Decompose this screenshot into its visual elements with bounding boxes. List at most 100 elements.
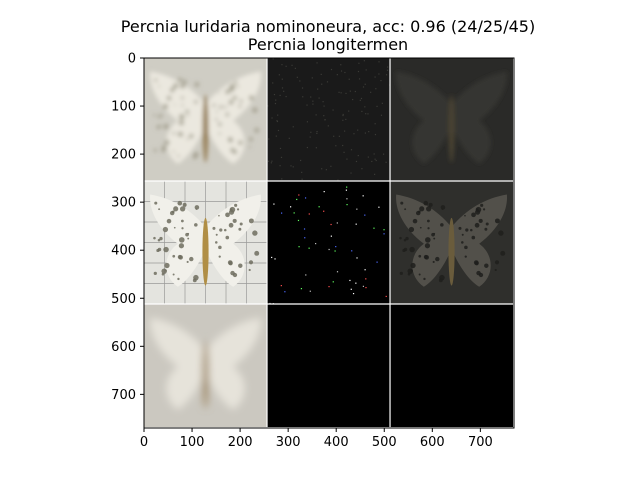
moth-spot	[248, 218, 254, 224]
moth-spot	[399, 236, 402, 240]
noise-speckle	[328, 248, 330, 251]
noise-speckle	[272, 82, 274, 84]
noise-speckle	[340, 70, 343, 72]
noise-speckle	[311, 77, 313, 79]
moth-spot	[423, 277, 426, 281]
noise-speckle	[306, 121, 309, 123]
moth-spot	[225, 89, 230, 95]
moth-spot	[425, 237, 431, 243]
moth-spot	[484, 263, 489, 268]
x-axis: 0 100 200 300 400 500 600 700	[140, 428, 493, 450]
moth-spot	[418, 273, 421, 276]
moth-spot	[471, 212, 476, 218]
moth-spot	[157, 115, 161, 119]
noise-speckle	[332, 281, 334, 283]
moth-spot	[161, 272, 165, 276]
moth-spot	[154, 78, 158, 82]
moth-spot	[218, 132, 221, 135]
noise-speckle	[304, 237, 306, 239]
moth-spot	[475, 208, 479, 211]
moth-spot	[181, 227, 184, 230]
moth-spot	[411, 269, 413, 272]
noise-speckle	[349, 279, 351, 282]
moth-spot	[218, 255, 221, 258]
noise-speckle	[309, 136, 311, 138]
moth-spot	[172, 131, 176, 135]
image-panel	[390, 181, 514, 305]
moth-spot	[186, 260, 189, 264]
noise-speckle	[281, 78, 283, 80]
noise-speckle	[301, 87, 304, 89]
moth-spot	[473, 260, 479, 265]
moth-spot	[156, 248, 160, 253]
y-tick-label: 400	[111, 244, 136, 259]
noise-speckle	[288, 137, 290, 139]
moth-wing-left	[396, 71, 452, 164]
y-axis: 0 100 200 300 400 500 600 700	[111, 52, 144, 403]
noise-speckle	[296, 76, 298, 78]
moth-spot	[435, 256, 440, 262]
noise-speckle	[362, 195, 364, 197]
moth-spot	[461, 233, 464, 236]
noise-speckle	[279, 165, 281, 167]
moth-spot	[178, 243, 185, 249]
moth-spot	[464, 214, 466, 217]
noise-speckle	[336, 222, 338, 224]
moth-wing-left	[150, 194, 206, 287]
moth-spot	[194, 100, 198, 104]
image-panel	[144, 181, 268, 305]
moth-spot	[215, 110, 218, 113]
moth-spot	[228, 209, 235, 215]
moth-wing-left	[150, 71, 206, 164]
noise-speckle	[298, 246, 300, 248]
moth-silhouette	[150, 194, 261, 287]
noise-speckle	[275, 99, 277, 101]
panel-background	[267, 181, 391, 305]
noise-speckle	[376, 261, 378, 263]
moth-silhouette	[150, 317, 261, 410]
noise-speckle	[336, 271, 339, 273]
moth-spot	[164, 262, 170, 269]
moth-spot	[177, 77, 183, 83]
noise-speckle	[330, 68, 333, 71]
noise-speckle	[346, 186, 348, 188]
moth-spot	[238, 104, 242, 108]
moth-spot	[187, 232, 190, 235]
noise-speckle	[274, 102, 277, 105]
moth-spot	[433, 237, 436, 240]
moth-spot	[169, 210, 175, 216]
moth-spot	[177, 154, 180, 158]
noise-speckle	[320, 73, 322, 75]
moth-spot	[427, 219, 430, 223]
noise-speckle	[280, 156, 283, 159]
noise-speckle	[328, 286, 330, 288]
moth-spot	[416, 210, 421, 216]
noise-speckle	[344, 130, 346, 132]
noise-speckle	[315, 147, 317, 149]
moth-spot	[227, 260, 233, 265]
y-tick-label: 600	[111, 340, 136, 355]
moth-wing-right	[451, 194, 508, 287]
noise-speckle	[317, 88, 319, 90]
moth-spot	[177, 200, 183, 206]
moth-spot	[423, 200, 429, 206]
moth-wing-right	[205, 194, 261, 287]
moth-spot	[410, 262, 416, 269]
noise-speckle	[276, 120, 278, 122]
noise-speckle	[364, 214, 366, 216]
moth-wing-right	[205, 71, 261, 164]
moth-spot	[162, 226, 169, 233]
noise-speckle	[271, 160, 273, 162]
noise-speckle	[387, 66, 389, 68]
image-panel	[267, 304, 391, 428]
moth-spot	[480, 203, 484, 207]
noise-speckle	[278, 74, 280, 76]
noise-speckle	[342, 113, 344, 116]
noise-speckle	[381, 102, 383, 104]
moth-spot	[248, 268, 251, 272]
noise-speckle	[300, 159, 302, 162]
moth-spot	[180, 96, 184, 100]
moth-spot	[404, 208, 407, 211]
moth-spot	[230, 147, 235, 153]
moth-spot	[419, 226, 422, 229]
